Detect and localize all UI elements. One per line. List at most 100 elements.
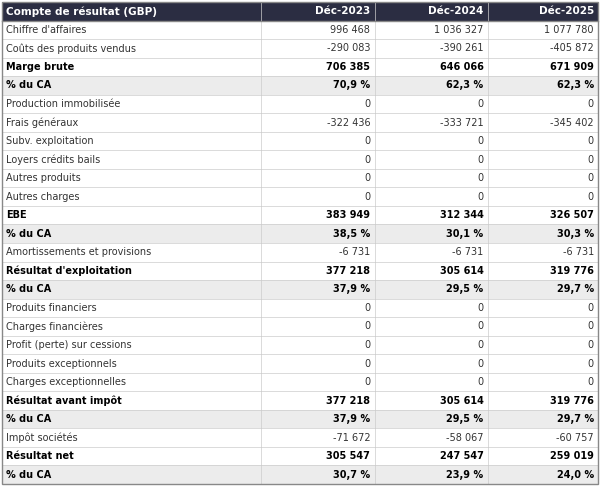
Bar: [261, 39, 374, 58]
Text: Déc-2024: Déc-2024: [428, 6, 484, 16]
Text: Charges exceptionnelles: Charges exceptionnelles: [6, 377, 126, 387]
Bar: [2, 280, 261, 298]
Text: 0: 0: [478, 303, 484, 313]
Bar: [2, 76, 261, 95]
Text: 29,5 %: 29,5 %: [446, 414, 484, 424]
Bar: [374, 150, 488, 169]
Text: 29,7 %: 29,7 %: [557, 414, 594, 424]
Text: 0: 0: [478, 321, 484, 331]
Text: Coûts des produits vendus: Coûts des produits vendus: [6, 43, 136, 53]
Text: % du CA: % du CA: [6, 229, 52, 239]
Text: % du CA: % du CA: [6, 414, 52, 424]
Text: Résultat avant impôt: Résultat avant impôt: [6, 395, 122, 406]
Text: -6 731: -6 731: [339, 247, 370, 257]
Text: % du CA: % du CA: [6, 80, 52, 90]
Text: Résultat net: Résultat net: [6, 451, 74, 461]
Bar: [488, 76, 598, 95]
Text: Autres produits: Autres produits: [6, 173, 81, 183]
Text: 305 547: 305 547: [326, 451, 370, 461]
Text: 671 909: 671 909: [550, 62, 594, 72]
Text: % du CA: % du CA: [6, 284, 52, 295]
Text: 259 019: 259 019: [550, 451, 594, 461]
Bar: [374, 76, 488, 95]
Bar: [261, 206, 374, 225]
Text: 0: 0: [364, 136, 370, 146]
Bar: [261, 261, 374, 280]
Text: 0: 0: [478, 377, 484, 387]
Bar: [488, 2, 598, 20]
Bar: [261, 95, 374, 113]
Text: -6 731: -6 731: [452, 247, 484, 257]
Bar: [488, 466, 598, 484]
Text: 377 218: 377 218: [326, 396, 370, 406]
Text: 0: 0: [588, 377, 594, 387]
Text: 0: 0: [364, 377, 370, 387]
Text: Subv. exploitation: Subv. exploitation: [6, 136, 94, 146]
Bar: [2, 373, 261, 391]
Text: Marge brute: Marge brute: [6, 62, 74, 72]
Text: Amortissements et provisions: Amortissements et provisions: [6, 247, 151, 257]
Bar: [488, 336, 598, 354]
Bar: [2, 447, 261, 466]
Text: -6 731: -6 731: [563, 247, 594, 257]
Text: -60 757: -60 757: [556, 433, 594, 443]
Bar: [374, 206, 488, 225]
Bar: [488, 373, 598, 391]
Bar: [488, 243, 598, 261]
Text: EBE: EBE: [6, 210, 27, 220]
Bar: [374, 39, 488, 58]
Bar: [261, 447, 374, 466]
Bar: [2, 466, 261, 484]
Text: 30,3 %: 30,3 %: [557, 229, 594, 239]
Bar: [2, 354, 261, 373]
Bar: [488, 298, 598, 317]
Text: 0: 0: [588, 359, 594, 368]
Bar: [374, 466, 488, 484]
Text: -405 872: -405 872: [550, 43, 594, 53]
Text: 62,3 %: 62,3 %: [446, 80, 484, 90]
Text: % du CA: % du CA: [6, 470, 52, 480]
Bar: [261, 20, 374, 39]
Bar: [261, 373, 374, 391]
Text: 30,7 %: 30,7 %: [333, 470, 370, 480]
Bar: [374, 20, 488, 39]
Bar: [374, 58, 488, 76]
Bar: [2, 20, 261, 39]
Text: Impôt sociétés: Impôt sociétés: [6, 433, 78, 443]
Text: 383 949: 383 949: [326, 210, 370, 220]
Bar: [261, 298, 374, 317]
Text: Autres charges: Autres charges: [6, 191, 80, 202]
Text: Loyers crédits bails: Loyers crédits bails: [6, 155, 100, 165]
Bar: [261, 466, 374, 484]
Text: 0: 0: [588, 340, 594, 350]
Bar: [488, 225, 598, 243]
Text: -58 067: -58 067: [446, 433, 484, 443]
Bar: [488, 113, 598, 132]
Bar: [2, 225, 261, 243]
Bar: [261, 410, 374, 428]
Text: -290 083: -290 083: [327, 43, 370, 53]
Text: 62,3 %: 62,3 %: [557, 80, 594, 90]
Text: -333 721: -333 721: [440, 118, 484, 127]
Text: Produits exceptionnels: Produits exceptionnels: [6, 359, 117, 368]
Text: 1 077 780: 1 077 780: [544, 25, 594, 35]
Text: 0: 0: [588, 303, 594, 313]
Bar: [488, 410, 598, 428]
Text: 23,9 %: 23,9 %: [446, 470, 484, 480]
Bar: [374, 169, 488, 188]
Bar: [261, 188, 374, 206]
Text: 0: 0: [588, 173, 594, 183]
Bar: [374, 298, 488, 317]
Bar: [374, 225, 488, 243]
Text: -390 261: -390 261: [440, 43, 484, 53]
Bar: [2, 58, 261, 76]
Text: 0: 0: [588, 99, 594, 109]
Bar: [261, 391, 374, 410]
Text: -71 672: -71 672: [333, 433, 370, 443]
Text: Déc-2023: Déc-2023: [315, 6, 370, 16]
Bar: [374, 354, 488, 373]
Text: 996 468: 996 468: [331, 25, 370, 35]
Bar: [261, 2, 374, 20]
Bar: [2, 39, 261, 58]
Text: 377 218: 377 218: [326, 266, 370, 276]
